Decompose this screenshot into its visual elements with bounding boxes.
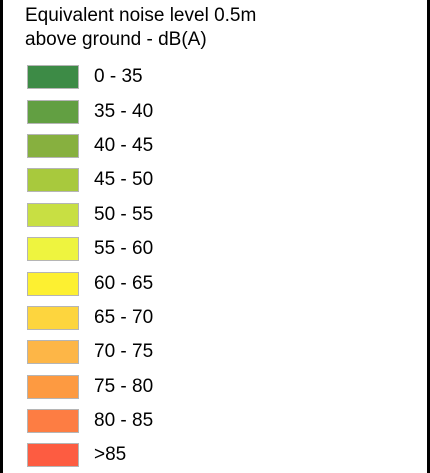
legend-label: 35 - 40 (94, 100, 154, 122)
legend-label: 75 - 80 (94, 375, 154, 397)
legend-item: 55 - 60 (27, 232, 153, 266)
legend-label: 55 - 60 (94, 238, 154, 260)
legend-swatch (27, 99, 79, 124)
legend-swatch (27, 374, 79, 399)
legend-item: 60 - 65 (27, 266, 153, 300)
legend-label: 65 - 70 (94, 306, 154, 328)
legend-swatch (27, 409, 79, 434)
legend-item: >85 (27, 438, 153, 472)
legend-item: 75 - 80 (27, 370, 153, 404)
legend-item: 80 - 85 (27, 404, 153, 438)
legend-swatch (27, 202, 79, 227)
legend-title-line-2: above ground - dB(A) (25, 29, 207, 50)
legend-swatch (27, 168, 79, 193)
legend-label: 50 - 55 (94, 203, 154, 225)
legend-swatch (27, 443, 79, 468)
legend-swatch (27, 65, 79, 90)
legend-swatch (27, 305, 79, 330)
legend-label: 60 - 65 (94, 272, 154, 294)
legend-label: 40 - 45 (94, 134, 154, 156)
legend-label: >85 (94, 444, 127, 466)
legend-item: 65 - 70 (27, 301, 153, 335)
legend-swatch (27, 340, 79, 365)
legend-item: 50 - 55 (27, 198, 153, 232)
legend-swatch (27, 271, 79, 296)
legend-item: 45 - 50 (27, 163, 153, 197)
legend-swatch (27, 237, 79, 262)
legend-label: 80 - 85 (94, 410, 154, 432)
legend-label: 70 - 75 (94, 341, 154, 363)
legend-title: Equivalent noise level 0.5m above ground… (25, 4, 256, 52)
legend-list: 0 - 35 35 - 40 40 - 45 45 - 50 50 - 55 55 - 6… (27, 60, 153, 473)
legend-label: 45 - 50 (94, 169, 154, 191)
legend-item: 0 - 35 (27, 60, 153, 94)
legend-label: 0 - 35 (94, 66, 143, 88)
legend-item: 35 - 40 (27, 94, 153, 128)
legend-item: 40 - 45 (27, 129, 153, 163)
legend-item: 70 - 75 (27, 335, 153, 369)
legend-swatch (27, 133, 79, 158)
legend-title-line-1: Equivalent noise level 0.5m (25, 5, 257, 26)
